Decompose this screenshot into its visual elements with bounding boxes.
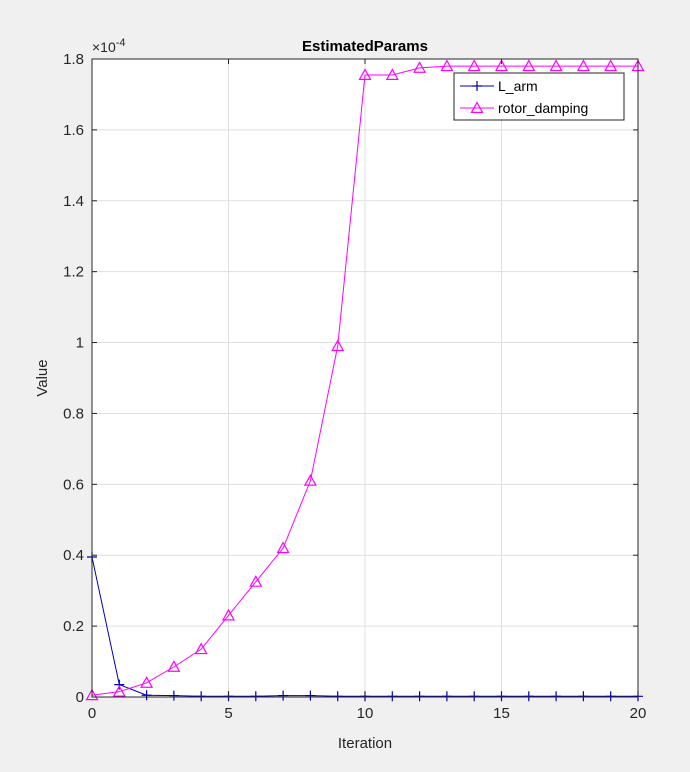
data-point-rotor_damping [440, 59, 454, 72]
x-tick-label: 20 [630, 705, 647, 722]
y-exponent-base: ×10 [92, 39, 116, 55]
data-point-L_arm [469, 691, 480, 702]
y-tick-label: 1.6 [63, 122, 84, 139]
data-point-L_arm [250, 691, 261, 702]
x-tick-label: 0 [88, 705, 96, 722]
data-point-rotor_damping [221, 608, 236, 621]
y-axis-label: Value [34, 359, 51, 396]
data-point-L_arm [523, 691, 534, 702]
data-point-rotor_damping [249, 575, 263, 587]
chart-title: EstimatedParams [302, 38, 428, 55]
legend-label-rotor_damping: rotor_damping [498, 100, 588, 116]
axis-ticks: 0 5 10 15 20 0 0.2 0.4 0.6 0.8 1 1.2 1.4 1.6 1.8 [63, 51, 646, 722]
legend: L_arm rotor_damping [453, 72, 625, 121]
data-point-L_arm [278, 690, 289, 701]
y-tick-label: 0.6 [63, 476, 84, 493]
data-point-L_arm [196, 691, 207, 702]
data-point-rotor_damping [604, 59, 618, 72]
data-point-rotor_damping [576, 59, 590, 72]
data-point-L_arm [114, 679, 125, 690]
x-tick-label: 10 [357, 705, 374, 722]
y-tick-label: 0.4 [63, 547, 84, 564]
data-point-rotor_damping [358, 68, 372, 80]
y-tick-label: 1.2 [63, 264, 84, 281]
data-point-L_arm [387, 691, 398, 702]
data-point-rotor_damping [167, 660, 181, 672]
series-rotor_damping [85, 59, 645, 701]
data-point-L_arm [605, 691, 616, 702]
x-axis-label: Iteration [338, 735, 392, 752]
y-tick-label: 1.8 [63, 51, 84, 68]
data-point-L_arm [332, 691, 343, 702]
data-point-rotor_damping [112, 684, 126, 697]
data-point-L_arm [414, 691, 425, 702]
y-tick-label: 0.2 [63, 618, 84, 635]
legend-label-L_arm: L_arm [498, 78, 538, 94]
x-tick-label: 5 [224, 705, 232, 722]
data-point-rotor_damping [85, 688, 99, 701]
data-point-rotor_damping [467, 59, 481, 72]
data-point-L_arm [441, 691, 452, 702]
y-tick-label: 0 [76, 689, 84, 706]
data-point-rotor_damping [522, 59, 536, 72]
y-tick-label: 1 [76, 335, 84, 352]
data-point-rotor_damping [385, 68, 399, 80]
data-point-L_arm [305, 690, 316, 701]
data-point-rotor_damping [331, 339, 345, 352]
data-point-rotor_damping [549, 59, 563, 72]
data-point-rotor_damping [140, 676, 154, 688]
y-tick-label: 0.8 [63, 405, 84, 422]
y-exponent-power: -4 [116, 37, 126, 49]
x-tick-label: 15 [493, 705, 510, 722]
y-exponent-multiplier: ×10-4 [92, 37, 126, 55]
series-line-rotor_damping [91, 65, 638, 696]
data-point-rotor_damping [413, 61, 427, 73]
legend-marker-L_arm [472, 81, 482, 91]
data-point-L_arm [578, 691, 589, 702]
data-point-rotor_damping [494, 59, 509, 72]
data-point-L_arm [551, 691, 562, 702]
data-point-rotor_damping [303, 474, 317, 486]
data-point-rotor_damping [194, 642, 208, 655]
y-tick-label: 1.4 [63, 193, 84, 210]
data-point-L_arm [141, 690, 152, 701]
data-point-L_arm [168, 690, 179, 701]
data-point-rotor_damping [276, 541, 290, 554]
legend-marker-rotor_damping [470, 101, 484, 113]
